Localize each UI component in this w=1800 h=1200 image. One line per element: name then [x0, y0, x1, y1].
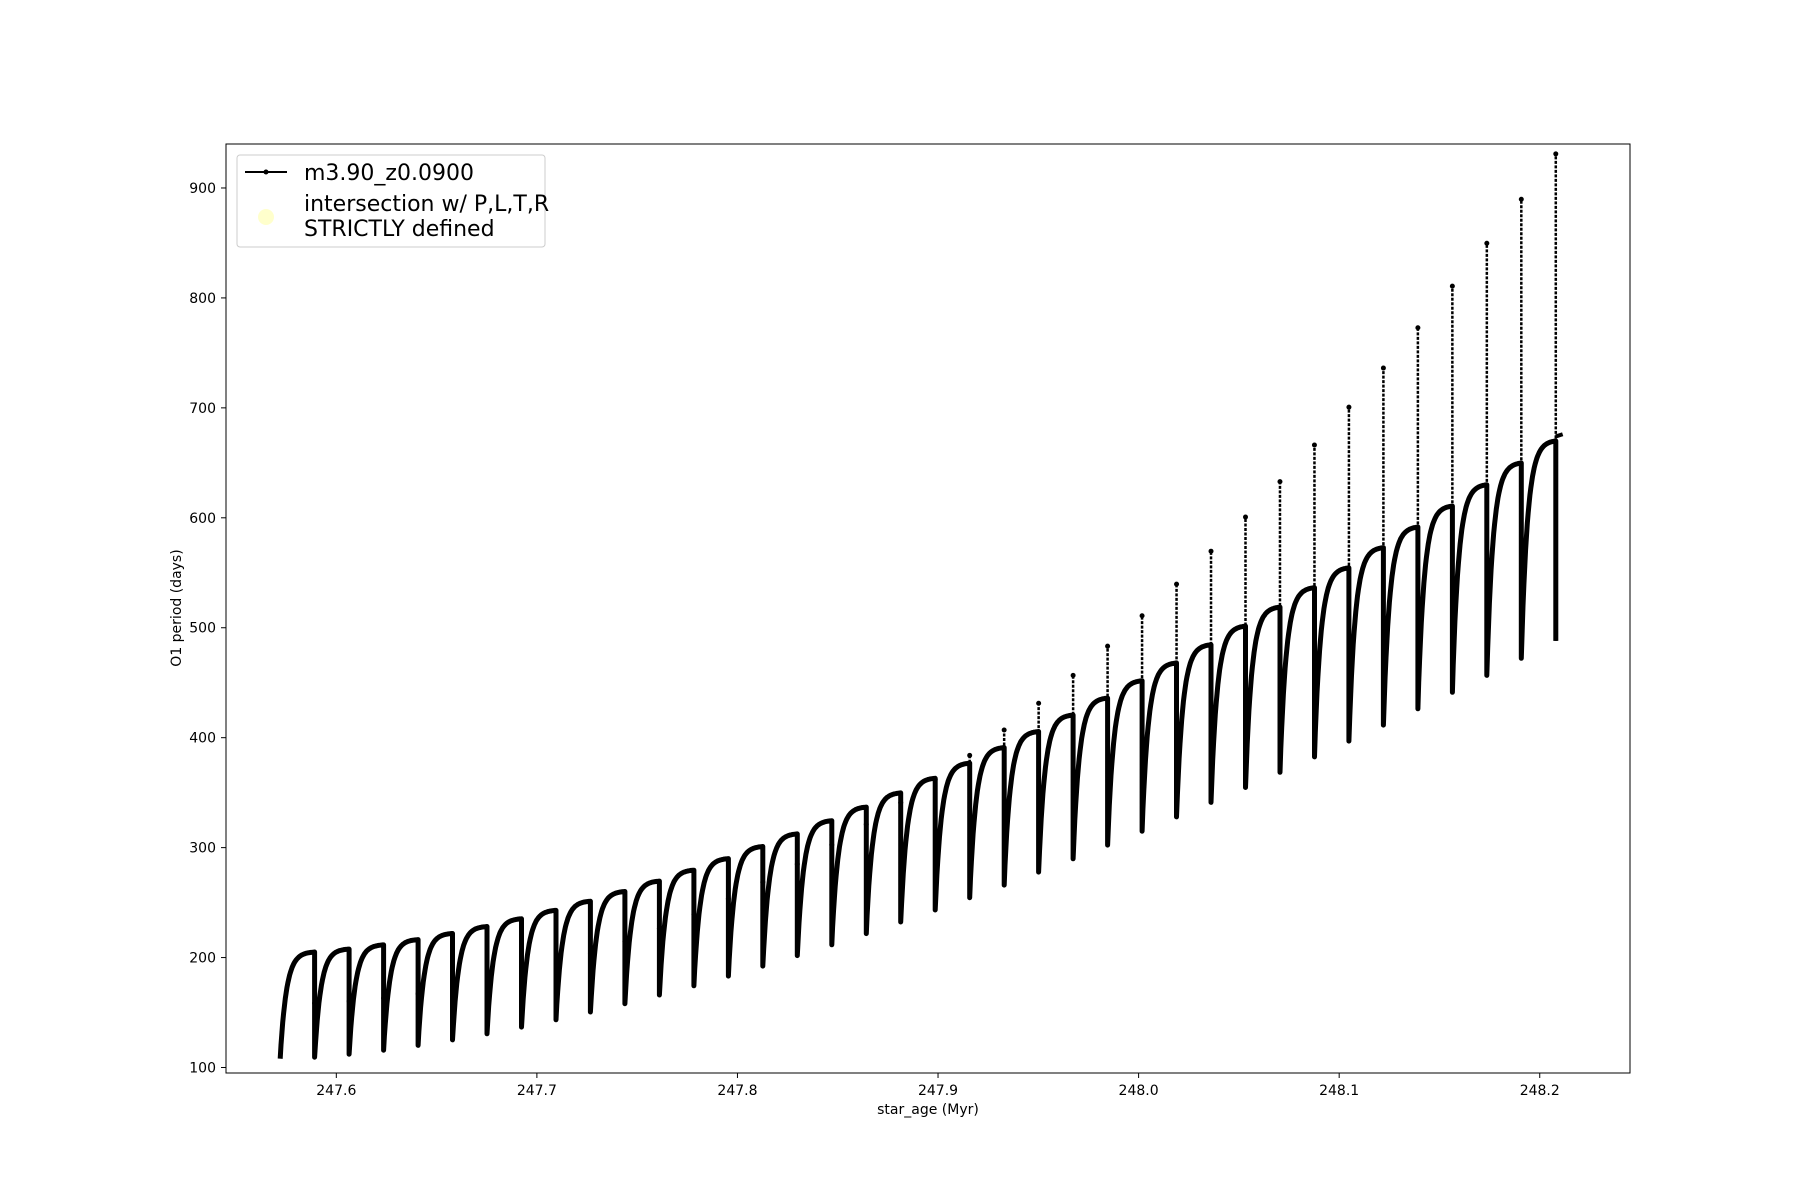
series-point — [346, 998, 352, 1004]
y-tick-label: 400 — [189, 731, 216, 747]
legend-entry-series: m3.90_z0.0900 — [304, 161, 474, 186]
series-layer — [277, 151, 1564, 1060]
series-point — [829, 842, 835, 848]
series-point — [1208, 548, 1214, 554]
series-point — [932, 777, 938, 783]
series-tail — [1555, 432, 1564, 439]
series-point — [415, 991, 421, 997]
series-point — [1105, 643, 1111, 649]
x-tick-label: 248.1 — [1319, 1083, 1359, 1099]
series-point — [725, 896, 731, 902]
series-point — [656, 926, 662, 932]
series-point — [450, 985, 456, 991]
legend-scatter-marker — [258, 209, 274, 225]
series-point — [587, 950, 593, 956]
legend-entry-intersection-line2: STRICTLY defined — [304, 217, 495, 242]
series-point — [1415, 325, 1421, 331]
series-point — [1484, 240, 1490, 246]
series-point — [553, 961, 559, 967]
x-axis-label: star_age (Myr) — [877, 1102, 979, 1118]
series-point — [381, 995, 387, 1001]
x-tick-label: 248.0 — [1119, 1083, 1159, 1099]
series-point — [518, 970, 524, 976]
x-tick-label: 248.2 — [1520, 1083, 1560, 1099]
legend-entry-intersection-line1: intersection w/ P,L,T,R — [304, 192, 549, 217]
y-tick-label: 600 — [189, 511, 216, 527]
series-point — [622, 939, 628, 945]
series-point — [967, 752, 973, 758]
series-point — [1449, 283, 1455, 289]
series-point — [1346, 404, 1352, 410]
axes-frame — [225, 143, 1631, 1074]
series-point — [1518, 196, 1524, 202]
y-tick-label: 300 — [189, 841, 216, 857]
legend-box — [236, 154, 546, 248]
series-point — [1553, 151, 1559, 157]
legend: m3.90_z0.0900 intersection w/ P,L,T,R ST… — [236, 154, 549, 248]
y-tick-label: 500 — [189, 621, 216, 637]
legend-line-dot — [263, 169, 269, 175]
series-point — [1311, 442, 1317, 448]
series-line-m3.90_z0.0900 — [277, 438, 1559, 1060]
y-tick-label: 700 — [189, 401, 216, 417]
plot-area — [225, 143, 1631, 1074]
y-tick-label: 200 — [189, 951, 216, 967]
series-point — [691, 911, 697, 917]
series-point — [484, 978, 490, 984]
series-point — [1036, 700, 1042, 706]
series-point — [1001, 727, 1007, 733]
series-point — [1277, 479, 1283, 485]
y-tick-label: 800 — [189, 291, 216, 307]
x-axis-ticks: 247.6 247.7 247.8 247.9 248.0 248.1 248.2 — [316, 1073, 1560, 1099]
x-tick-label: 247.8 — [717, 1083, 757, 1099]
series-point — [760, 879, 766, 885]
y-axis-label: O1 period (days) — [169, 549, 185, 666]
y-tick-label: 900 — [189, 181, 216, 197]
y-axis-ticks: 100 200 300 400 500 600 700 800 900 — [189, 181, 226, 1077]
series-point — [794, 861, 800, 867]
y-tick-label: 100 — [189, 1061, 216, 1077]
series-point — [312, 1000, 318, 1006]
series-point — [1242, 514, 1248, 520]
series-point — [1380, 365, 1386, 371]
x-tick-label: 247.9 — [918, 1083, 958, 1099]
x-tick-label: 247.6 — [316, 1083, 356, 1099]
series-point — [898, 800, 904, 806]
series-point — [863, 821, 869, 827]
series-point — [1139, 613, 1145, 619]
series-point — [1070, 672, 1076, 678]
series-point — [1174, 581, 1180, 587]
x-tick-label: 247.7 — [517, 1083, 557, 1099]
